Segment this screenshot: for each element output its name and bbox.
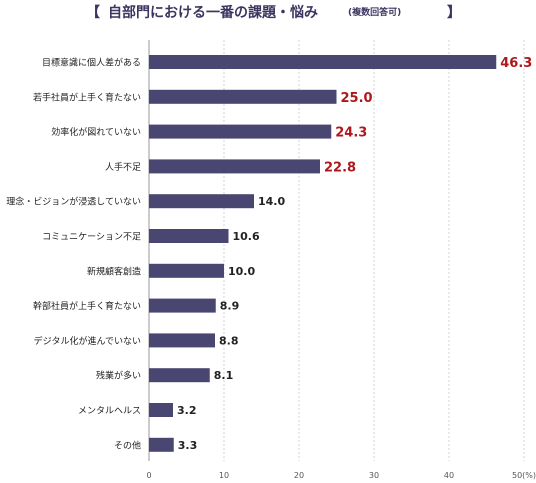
bar — [149, 403, 173, 417]
value-label: 8.1 — [214, 369, 234, 382]
value-label: 25.0 — [341, 91, 373, 106]
value-label: 3.3 — [178, 439, 198, 452]
category-label: 目標意識に個人差がある — [42, 57, 141, 69]
title-sub: (複数回答可) — [348, 8, 402, 18]
value-label: 24.3 — [335, 126, 367, 141]
value-label: 46.3 — [500, 56, 532, 71]
title-main: 自部門における一番の課題・悩み — [108, 5, 318, 21]
value-label: 10.6 — [233, 230, 260, 243]
category-label: 効率化が図れていない — [51, 126, 141, 138]
bar — [149, 159, 320, 174]
bar — [149, 89, 337, 104]
bar — [149, 333, 215, 348]
x-tick-label: 20 — [294, 471, 304, 480]
value-label: 3.2 — [177, 404, 197, 417]
category-label: 人手不足 — [105, 161, 141, 173]
bar — [149, 229, 229, 243]
category-label: 幹部社員が上手く育たない — [33, 300, 141, 312]
value-label: 14.0 — [258, 195, 285, 208]
category-label: コミュニケーション不足 — [42, 232, 141, 243]
bar — [149, 263, 224, 278]
category-label: 若手社員が上手く育たない — [33, 91, 141, 103]
value-label: 8.9 — [220, 300, 240, 313]
title-close-bracket: 】 — [447, 5, 461, 21]
x-tick-label: 10 — [219, 471, 229, 480]
category-label: 新規顧客創造 — [87, 265, 141, 277]
bar — [149, 437, 174, 452]
x-tick-label: 0 — [146, 471, 151, 480]
category-label: 残業が多い — [96, 370, 141, 382]
category-label: メンタルヘルス — [78, 406, 141, 417]
title-open-bracket: 【 — [86, 5, 100, 21]
bar — [149, 194, 254, 209]
value-label: 10.0 — [228, 265, 255, 278]
value-label: 22.8 — [324, 160, 356, 175]
x-tick-label: 30 — [369, 471, 379, 480]
bar — [149, 55, 497, 69]
bar — [149, 124, 332, 139]
category-label: その他 — [114, 439, 141, 451]
x-tick-label: 50(%) — [512, 471, 536, 480]
category-label: 理念・ビジョンが浸透していない — [6, 196, 141, 208]
bar — [149, 298, 216, 313]
category-label: デジタル化が進んでいない — [34, 335, 141, 347]
chart-title: 【 自部門における一番の課題・悩み (複数回答可) 】 — [0, 0, 536, 22]
x-tick-label: 40 — [444, 471, 454, 480]
value-label: 8.8 — [219, 334, 239, 347]
bar — [149, 368, 210, 383]
